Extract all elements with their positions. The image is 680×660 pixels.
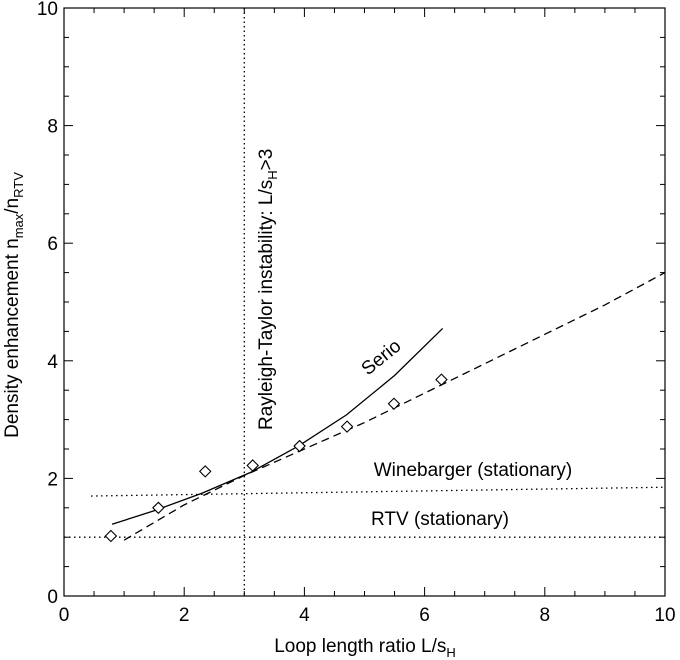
series-line-winebarger-stationary [91, 486, 666, 497]
x-tick-label: 8 [540, 605, 551, 626]
y-tick-label: 10 [37, 0, 58, 20]
rayleigh-taylor-label: Rayleigh-Taylor instability: L/sH>3 [256, 149, 280, 430]
y-axis-label: Density enhancement nmax/nRTV [2, 172, 26, 438]
data-point-diamond [387, 397, 401, 411]
y-tick-label: 6 [47, 234, 58, 255]
axes: 0 2 4 6 8 10 0 2 4 6 8 10 [37, 0, 676, 626]
data-point-diamond [198, 465, 212, 478]
rtv-label: RTV (stationary) [371, 509, 509, 530]
data-point-diamond [340, 420, 354, 433]
data-point-diamond [435, 373, 448, 386]
y-tick-label: 8 [47, 117, 58, 138]
y-tick-label: 0 [47, 587, 58, 608]
plot-area [64, 8, 666, 596]
data-point-diamond [152, 501, 165, 515]
x-tick-label: 4 [299, 605, 310, 626]
x-tick-label: 6 [419, 605, 430, 626]
data-point-diamond [246, 459, 259, 472]
data-point-diamond [293, 439, 306, 453]
data-point-diamond [104, 529, 118, 543]
x-tick-label: 2 [179, 605, 190, 626]
x-tick-label: 10 [654, 605, 675, 626]
x-axis-label: Loop length ratio L/sH [274, 636, 456, 660]
y-tick-label: 2 [47, 469, 58, 490]
winebarger-label: Winebarger (stationary) [374, 460, 573, 481]
y-tick-label: 4 [47, 352, 58, 373]
serio-label: Serio [358, 336, 406, 380]
x-tick-label: 0 [59, 605, 70, 626]
